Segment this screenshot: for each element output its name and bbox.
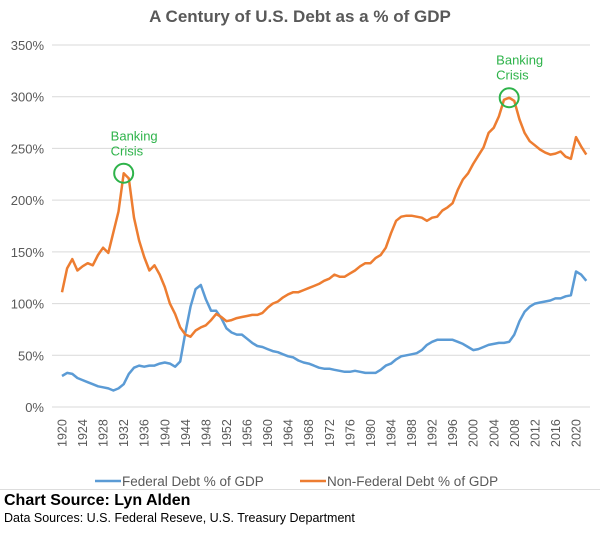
y-tick-label: 350%: [11, 38, 45, 53]
y-tick-label: 100%: [11, 297, 45, 312]
x-tick-label: 2008: [508, 419, 522, 447]
x-tick-label: 1968: [302, 419, 316, 447]
footer: Chart Source: Lyn Alden Data Sources: U.…: [4, 492, 600, 525]
x-tick-label: 1944: [179, 419, 193, 447]
x-tick-label: 1952: [220, 419, 234, 447]
legend-label: Non-Federal Debt % of GDP: [327, 474, 498, 489]
federal-debt-line: [61, 270, 588, 392]
y-tick-label: 0%: [25, 400, 44, 415]
annotation-label: Crisis: [111, 143, 144, 158]
x-tick-label: 1960: [261, 419, 275, 447]
x-tick-label: 1988: [405, 419, 419, 447]
divider: [0, 489, 600, 490]
x-tick-label: 2016: [549, 419, 563, 447]
y-tick-label: 50%: [18, 348, 44, 363]
x-tick-label: 2012: [528, 419, 542, 447]
annotation-label: Crisis: [496, 68, 529, 83]
line-chart: A Century of U.S. Debt as a % of GDP 0% 50…: [11, 7, 590, 489]
x-tick-label: 1976: [343, 419, 357, 447]
x-tick-label: 1932: [117, 419, 131, 447]
x-tick-label: 1948: [199, 419, 213, 447]
x-tick-label: 1980: [364, 419, 378, 447]
x-tick-label: 2004: [487, 419, 501, 447]
x-tick-label: 1940: [158, 419, 172, 447]
y-tick-label: 200%: [11, 193, 45, 208]
non-federal-debt-line: [60, 96, 588, 338]
annotation-label: Banking: [111, 128, 158, 143]
chart-title: A Century of U.S. Debt as a % of GDP: [149, 7, 451, 26]
y-tick-label: 300%: [11, 90, 45, 105]
x-tick-label: 1920: [56, 419, 70, 447]
x-tick-label: 2000: [467, 419, 481, 447]
chart-source: Chart Source: Lyn Alden: [4, 492, 191, 509]
x-tick-label: 1964: [282, 419, 296, 447]
x-tick-label: 2020: [570, 419, 584, 447]
y-tick-label: 150%: [11, 245, 45, 260]
x-tick-label: 1972: [323, 419, 337, 447]
y-tick-label: 250%: [11, 141, 45, 156]
x-tick-label: 1928: [97, 419, 111, 447]
x-tick-label: 1936: [138, 419, 152, 447]
x-tick-label: 1956: [241, 419, 255, 447]
annotation-circle: [113, 162, 135, 184]
x-tick-label: 1996: [446, 419, 460, 447]
annotation-circle: [498, 87, 520, 109]
x-tick-label: 1984: [384, 419, 398, 447]
data-sources: Data Sources: U.S. Federal Reseve, U.S. …: [4, 511, 355, 525]
annotation-label: Banking: [496, 53, 543, 68]
legend-label: Federal Debt % of GDP: [122, 474, 264, 489]
x-tick-label: 1992: [426, 419, 440, 447]
x-tick-label: 1924: [76, 419, 90, 447]
